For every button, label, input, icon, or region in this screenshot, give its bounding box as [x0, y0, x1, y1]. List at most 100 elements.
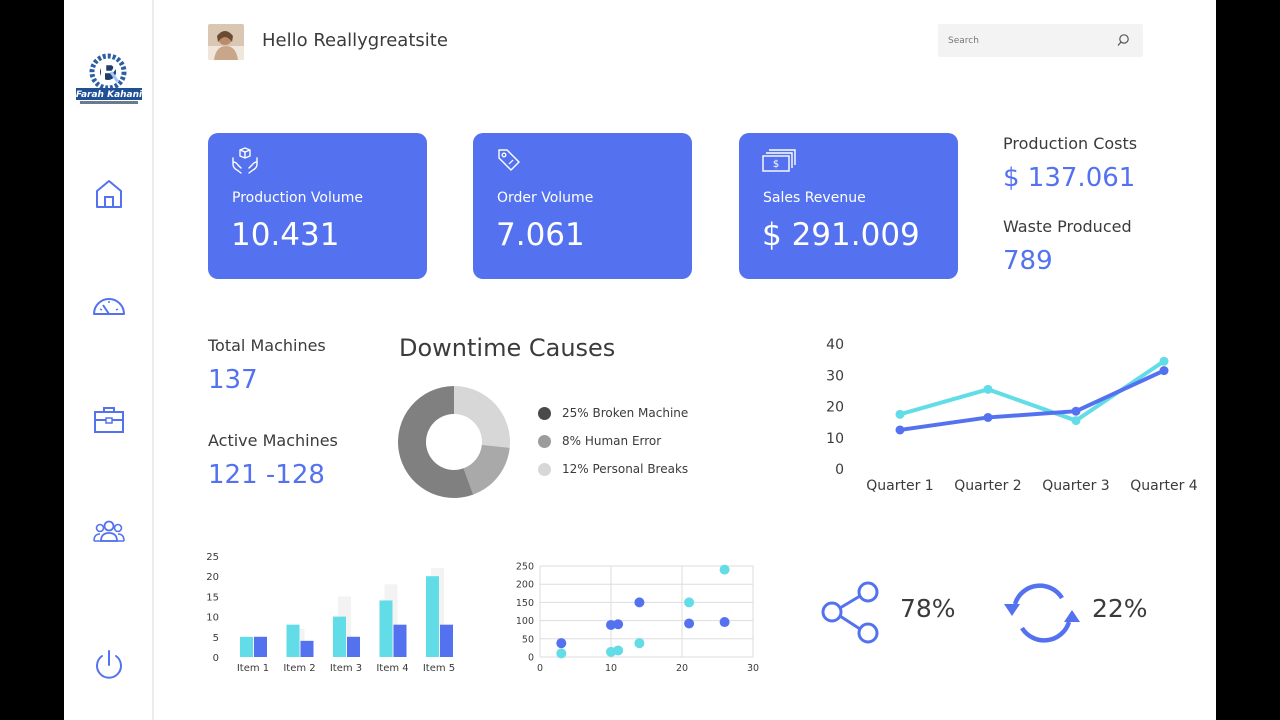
y-tick-label: 10 [826, 431, 844, 447]
y-tick-label: 0 [528, 653, 534, 664]
bar-blue [347, 636, 360, 657]
bar-blue [440, 624, 453, 657]
sidebar-item-team[interactable] [91, 513, 127, 549]
kpi-value: 7.061 [496, 217, 585, 253]
y-tick-label: 20 [206, 572, 219, 583]
y-tick-label: 150 [516, 598, 534, 609]
data-point [895, 425, 905, 435]
scatter-point [613, 619, 624, 630]
y-tick-label: 30 [826, 368, 844, 384]
bar-cyan [286, 624, 300, 657]
sidebar-item-performance[interactable] [91, 288, 127, 324]
active-machines-label: Active Machines [208, 431, 338, 450]
total-machines-value: 137 [208, 365, 258, 395]
bar-blue [300, 640, 314, 657]
refresh-icon[interactable] [1002, 580, 1082, 646]
scatter-point [684, 597, 695, 608]
brand-logo: Farah Kahani [74, 52, 144, 110]
scatter-point [684, 618, 695, 629]
x-tick-label: 30 [747, 663, 759, 674]
speedometer-icon [93, 298, 125, 315]
avatar[interactable] [208, 24, 244, 60]
kpi-card-sales-revenue[interactable]: $ Sales Revenue $ 291.009 [739, 133, 958, 279]
scatter-point [719, 564, 730, 575]
y-tick-label: 5 [213, 633, 219, 644]
data-point [1071, 416, 1081, 426]
x-tick-label: Item 2 [283, 663, 315, 674]
donut-chart-title: Downtime Causes [399, 334, 616, 362]
sidebar-item-logout[interactable] [91, 647, 127, 683]
legend-swatch [538, 463, 551, 476]
x-tick-label: Quarter 4 [1130, 478, 1198, 494]
kpi-label: Production Volume [232, 190, 364, 206]
home-icon [96, 180, 122, 208]
x-tick-label: Item 5 [423, 663, 455, 674]
search-bar[interactable] [938, 24, 1143, 57]
price-tag-icon [498, 149, 520, 171]
downtime-donut-chart [398, 386, 510, 498]
y-tick-label: 20 [826, 400, 844, 416]
production-costs-label: Production Costs [1003, 134, 1138, 153]
legend-swatch [538, 407, 551, 420]
y-tick-label: 25 [206, 552, 219, 563]
items-bar-chart: 0 5 10 15 20 25 Item 1 Item 2 Item 3 Item 4 Item 5 [206, 552, 455, 674]
y-tick-label: 15 [206, 592, 219, 603]
x-tick-label: 10 [605, 663, 617, 674]
data-point [895, 409, 905, 419]
dashboard: Farah Kahani [64, 0, 1216, 720]
x-tick-label: Item 1 [237, 663, 269, 674]
search-icon[interactable] [1115, 32, 1131, 48]
x-tick-label: Quarter 1 [866, 478, 933, 494]
bar-cyan [379, 600, 393, 657]
series-line [899, 368, 1165, 432]
power-icon [96, 650, 122, 679]
scatter-point [556, 638, 567, 649]
y-tick-label: 40 [826, 337, 844, 353]
waste-produced-label: Waste Produced [1003, 217, 1132, 236]
scatter-chart: 0 50 100 150 200 250 0 10 20 30 [516, 562, 759, 675]
cash-icon: $ [762, 149, 796, 172]
bar-cyan [333, 616, 346, 657]
y-tick-label: 250 [516, 562, 534, 573]
kpi-value: $ 291.009 [762, 217, 920, 253]
refresh-percentage: 22% [1092, 594, 1148, 623]
legend-swatch [538, 435, 551, 448]
legend-label: 8% Human Error [562, 434, 662, 448]
kpi-label: Order Volume [497, 190, 594, 206]
bar-cyan [426, 576, 439, 657]
waste-produced-value: 789 [1003, 246, 1053, 276]
data-point [983, 384, 993, 394]
x-tick-label: 0 [537, 663, 543, 674]
data-point [983, 412, 993, 422]
total-machines-label: Total Machines [208, 336, 326, 355]
legend-label: 25% Broken Machine [562, 406, 689, 420]
scatter-point [634, 597, 645, 608]
y-tick-label: 100 [516, 616, 534, 627]
kpi-card-production-volume[interactable]: Production Volume 10.431 [208, 133, 427, 279]
share-icon[interactable] [820, 580, 882, 646]
x-tick-label: Quarter 3 [1042, 478, 1109, 494]
greeting-title: Hello Reallygreatsite [262, 30, 448, 51]
bar-cyan [240, 636, 253, 657]
users-icon [93, 520, 125, 542]
donut-slice [454, 386, 510, 448]
y-tick-label: 10 [206, 613, 219, 624]
share-percentage: 78% [900, 594, 956, 623]
scatter-point [556, 648, 567, 659]
sidebar-item-jobs[interactable] [91, 402, 127, 438]
kpi-card-order-volume[interactable]: Order Volume 7.061 [473, 133, 692, 279]
y-tick-label: 200 [516, 580, 534, 591]
active-machines-value: 121 -128 [208, 460, 325, 490]
data-point [1071, 406, 1081, 416]
x-tick-label: 20 [676, 663, 688, 674]
data-point [1159, 356, 1169, 366]
data-point [1159, 366, 1169, 376]
briefcase-icon [94, 407, 124, 433]
svg-text:$: $ [773, 159, 779, 170]
production-costs-value: $ 137.061 [1003, 163, 1136, 193]
search-input[interactable] [948, 32, 1108, 50]
kpi-label: Sales Revenue [763, 190, 866, 206]
sidebar-item-home[interactable] [91, 176, 127, 212]
quarterly-line-chart: 0 10 20 30 40 Quarter 1 Quarter 2 Quarter 3 Quar… [826, 337, 1198, 494]
donut-slice [463, 444, 510, 495]
